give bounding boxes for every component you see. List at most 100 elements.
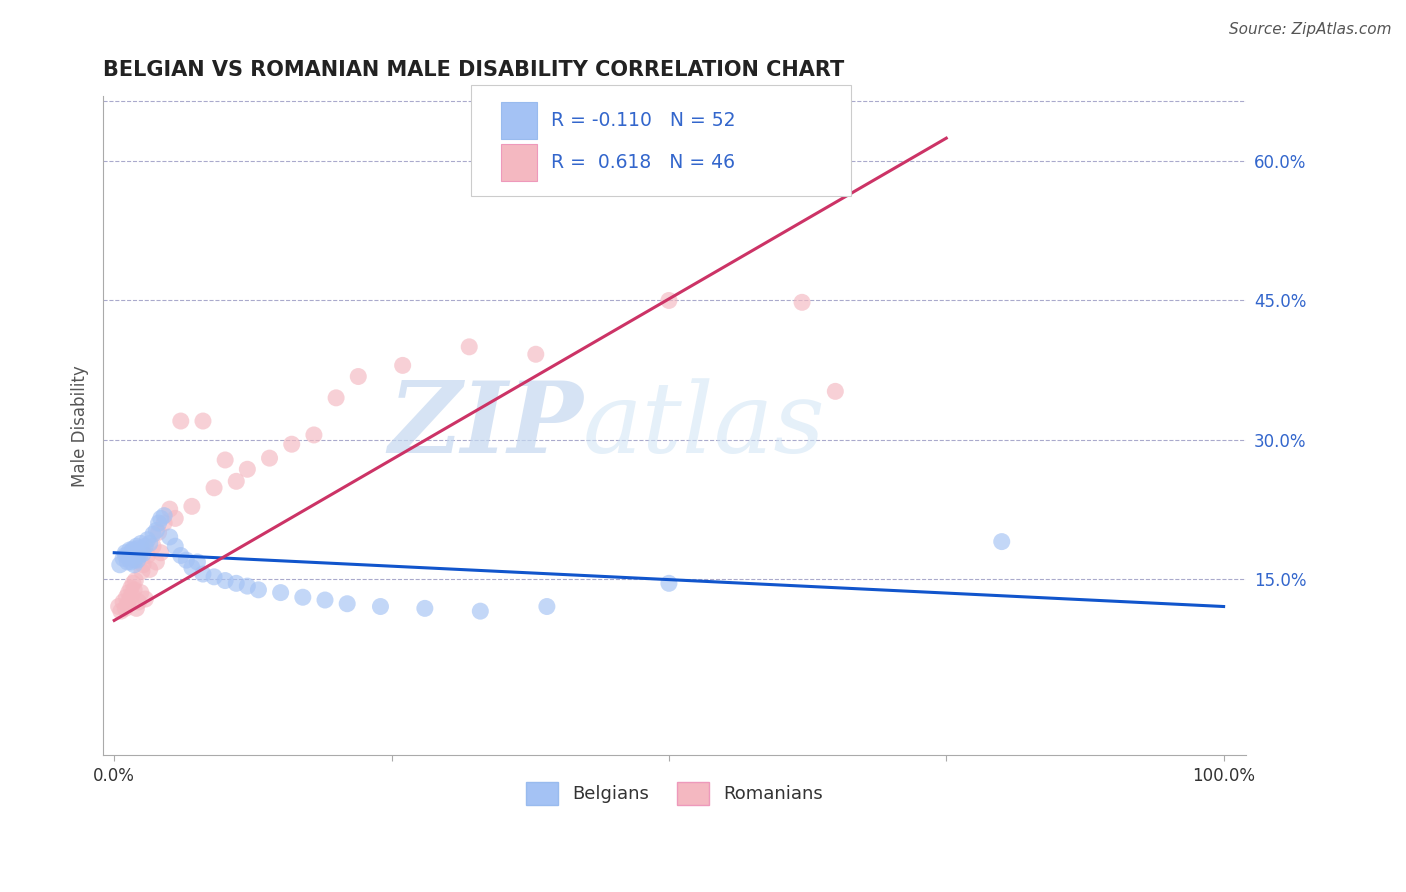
Point [127,553,149,567]
Point [129,585,152,599]
Point [115,591,138,605]
Point [114,601,136,615]
Point [391,359,413,373]
Point [112,595,135,609]
Point [136,533,159,547]
Point [121,588,143,602]
Point [132,558,155,572]
Text: R = -0.110   N = 52: R = -0.110 N = 52 [551,111,735,130]
Point [117,555,139,569]
Point [120,555,142,569]
Point [128,546,150,560]
Point [824,384,846,399]
Point [347,369,370,384]
Point [148,516,170,530]
Text: R =  0.618   N = 46: R = 0.618 N = 46 [551,153,735,172]
Point [302,428,325,442]
Point [136,549,159,563]
Point [202,481,225,495]
Point [536,599,558,614]
Point [121,550,143,565]
Point [202,570,225,584]
Point [128,541,150,555]
Point [117,585,139,599]
Point [470,604,492,618]
Point [118,543,141,558]
Point [122,558,145,572]
Point [120,549,142,563]
Point [291,591,314,605]
Point [524,347,547,361]
Point [247,582,270,597]
Point [124,574,146,588]
Point [134,539,156,553]
Point [114,549,136,563]
Point [125,539,148,553]
Point [128,549,150,563]
Text: ZIP: ZIP [388,377,583,474]
Point [153,516,176,530]
Point [165,539,187,553]
Point [413,601,436,615]
Point [145,524,167,538]
Point [122,582,145,597]
Point [325,391,347,405]
Point [142,539,165,553]
Point [314,593,336,607]
Point [236,462,259,476]
Text: atlas: atlas [583,378,825,474]
Point [149,511,172,525]
Point [191,414,214,428]
Point [191,567,214,582]
Point [790,295,813,310]
Point [107,599,129,614]
Point [170,414,193,428]
Point [165,511,187,525]
Point [125,601,148,615]
Point [176,553,198,567]
Point [159,502,181,516]
Point [122,553,145,567]
Point [122,576,145,591]
Point [170,549,193,563]
Point [270,585,292,599]
Point [149,546,172,560]
Point [180,500,202,514]
Point [280,437,302,451]
Point [180,560,202,574]
Point [186,555,208,569]
Point [153,508,176,523]
Point [125,547,148,561]
Point [138,562,160,576]
Point [128,595,150,609]
Point [145,555,167,569]
Point [159,530,181,544]
Point [117,598,139,612]
Point [138,536,160,550]
Point [110,604,132,618]
Point [214,453,236,467]
Point [108,558,131,572]
Point [129,536,152,550]
Point [336,597,359,611]
Legend: Belgians, Romanians: Belgians, Romanians [519,775,831,812]
Point [148,525,170,540]
Point [132,547,155,561]
Point [458,340,481,354]
Point [122,541,145,556]
Point [114,546,136,560]
Y-axis label: Male Disability: Male Disability [72,365,89,486]
Text: BELGIAN VS ROMANIAN MALE DISABILITY CORRELATION CHART: BELGIAN VS ROMANIAN MALE DISABILITY CORR… [103,60,845,79]
Point [142,527,165,541]
Point [225,475,247,489]
Point [370,599,392,614]
Point [225,576,247,591]
Point [134,592,156,607]
Point [259,451,281,466]
Point [214,574,236,588]
Point [112,551,135,566]
Point [121,544,143,558]
Point [236,579,259,593]
Point [118,592,141,607]
Point [131,541,153,556]
